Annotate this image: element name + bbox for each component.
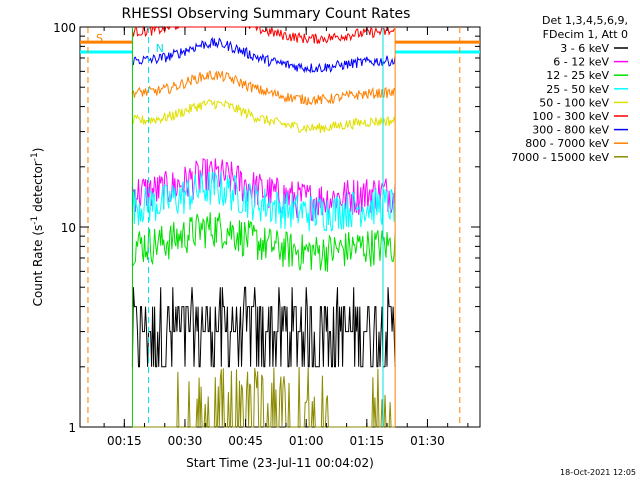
x-tick-label: 00:15 (107, 434, 142, 448)
legend-entry-label: 12 - 25 keV (546, 69, 609, 82)
x-tick-label: 01:00 (289, 434, 324, 448)
series-line (131, 70, 396, 106)
y-tick-label: 100 (53, 21, 76, 35)
series-line (132, 366, 396, 428)
plot-frame (79, 26, 481, 428)
marker-layer: SN (87, 27, 461, 427)
series-100to300keV (131, 25, 396, 44)
legend-entry-label: 100 - 300 keV (532, 110, 609, 123)
series-300to800keV (132, 36, 396, 74)
series-50to100keV (132, 98, 396, 134)
legend-entry-label: 50 - 100 keV (539, 96, 609, 109)
series-layer (80, 25, 480, 428)
x-tick-label: 00:30 (168, 434, 203, 448)
x-axis-label: Start Time (23-Jul-11 00:04:02) (186, 456, 374, 470)
generation-timestamp: 18-Oct-2021 12:05 (560, 468, 636, 477)
legend: Det 1,3,4,5,6,9, FDecim 1, Att 0 3 - 6 k… (511, 14, 628, 164)
chart-title: RHESSI Observing Summary Count Rates (122, 6, 411, 22)
series-line (131, 171, 396, 232)
series-line (132, 212, 396, 272)
legend-entry-label: 7000 - 15000 keV (511, 151, 609, 164)
legend-entry-label: 800 - 7000 keV (525, 137, 609, 150)
plot-area (79, 26, 481, 428)
legend-entry-label: 300 - 800 keV (532, 124, 609, 137)
series-7000to15000keV (132, 366, 396, 428)
series-line (132, 36, 396, 74)
y-axis-label: Count Rate (s-1 detector-1) (30, 148, 45, 307)
series-25to50keV (80, 50, 480, 232)
series-800to7000keV (80, 40, 480, 106)
series-3to6keV (131, 286, 396, 368)
series-line (131, 158, 396, 222)
series-6to12keV (131, 158, 396, 222)
y-tick-label: 10 (61, 221, 76, 235)
legend-entry-label: 3 - 6 keV (560, 42, 609, 55)
series-line (131, 25, 396, 44)
x-tick-label: 00:45 (228, 434, 263, 448)
series-12to25keV (132, 212, 396, 272)
x-tick-label: 01:30 (410, 434, 445, 448)
night-marker-label: N (156, 42, 164, 55)
legend-header-line-1: Det 1,3,4,5,6,9, (542, 14, 628, 27)
saa-marker-label: S (96, 32, 103, 45)
tick-layer: 00:15 00:30 00:45 01:00 01:15 01:30 1 10 100 (53, 21, 480, 448)
y-tick-label: 1 (68, 421, 76, 435)
legend-entry-label: 25 - 50 keV (546, 83, 609, 96)
legend-entry-label: 6 - 12 keV (553, 56, 609, 69)
x-tick-label: 01:15 (350, 434, 385, 448)
series-line (132, 98, 396, 134)
legend-header-line-2: FDecim 1, Att 0 (543, 28, 628, 41)
series-line (131, 286, 396, 368)
